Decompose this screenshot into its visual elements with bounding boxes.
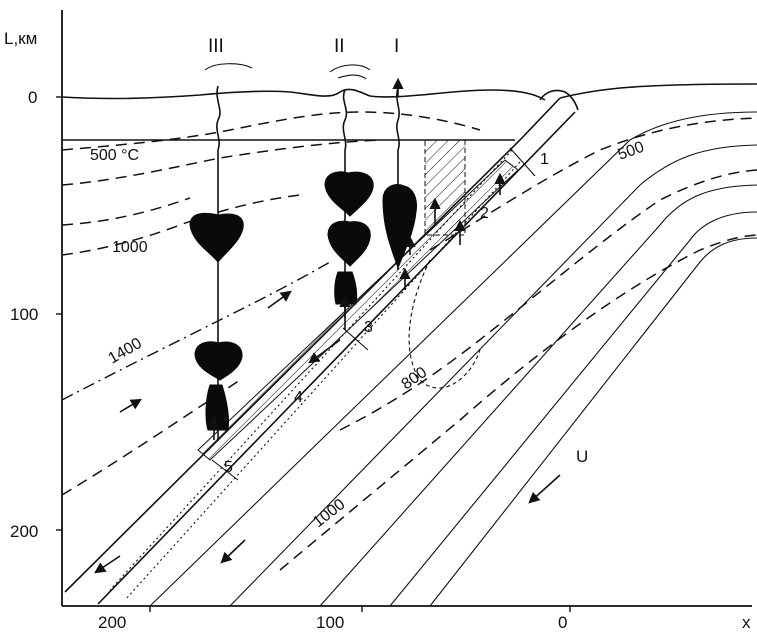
conduit-ii <box>342 89 348 330</box>
thermal-loop <box>408 259 481 389</box>
zone-label-5: 5 <box>224 459 233 476</box>
slab-line-2 <box>97 111 576 605</box>
slab-line-6 <box>389 211 757 607</box>
velocity-label: U <box>576 447 588 466</box>
zone-label-1: 1 <box>540 151 549 168</box>
magma-chamber-ii-upper <box>324 171 374 217</box>
zone-label-3: 3 <box>364 319 373 336</box>
y-tick-label-0: 0 <box>28 88 37 107</box>
cloud-mark-ii <box>329 64 371 80</box>
isotherm-label-1000-right: 1000 <box>310 496 349 531</box>
slab-line-7 <box>429 237 757 607</box>
x-tick-label-200: 200 <box>98 613 126 632</box>
column-label-iii: III <box>208 36 224 57</box>
column-label-ii: II <box>334 36 345 57</box>
isotherm-500c <box>61 111 481 151</box>
slab-top-outer <box>559 83 757 99</box>
slab-flow-arrow-2 <box>94 555 121 574</box>
isotherm-1000b <box>61 197 191 226</box>
isotherm-label-1400: 1400 <box>106 335 145 368</box>
zone-boundary-5 <box>211 459 239 481</box>
isotherm-1000 <box>61 194 301 256</box>
isotherm-1400 <box>61 261 331 401</box>
zone-boundary-1 <box>509 147 536 177</box>
slab-flow-arrow-u <box>528 474 561 504</box>
slab-flow-arrow-1 <box>220 539 246 564</box>
zone-label-2: 2 <box>480 205 489 222</box>
slab-dotted-layer <box>109 149 513 591</box>
zone-boundary-3 <box>342 327 369 351</box>
slab-line-4 <box>229 144 757 607</box>
x-tick-label-100: 100 <box>316 613 344 632</box>
y-axis-label: L,км <box>4 29 37 48</box>
surface-line <box>61 88 546 101</box>
column-label-i: I <box>394 36 399 57</box>
conduit-iii <box>216 85 221 440</box>
isotherm-800 <box>339 169 757 431</box>
x-axis-label: x <box>742 613 751 632</box>
slab-dotted-layer-2 <box>124 161 521 601</box>
cloud-mark-iii <box>204 63 253 71</box>
isotherm-label-1000-left: 1000 <box>112 239 148 256</box>
magma-tail-iii <box>205 384 229 431</box>
hatched-zone <box>424 139 466 236</box>
slab-line-3 <box>149 111 757 607</box>
isotherm-label-800: 800 <box>399 364 431 393</box>
isotherm-label-500c: 500 °C <box>90 147 139 164</box>
x-tick-label-0: 0 <box>558 613 567 632</box>
magma-chamber-ii-lower <box>327 220 371 267</box>
conduit-i <box>396 87 400 270</box>
slab-top-flow-arrow <box>308 339 341 364</box>
isotherm-upper <box>61 139 381 186</box>
mantle-flow-arrow-2 <box>119 398 142 413</box>
accretionary-wedge <box>539 89 579 111</box>
slab-line-5 <box>319 184 757 607</box>
zone-label-4: 4 <box>294 389 303 406</box>
y-tick-label-200: 200 <box>10 522 38 541</box>
magma-chamber-iii-upper <box>189 212 244 263</box>
y-tick-label-100: 100 <box>10 305 38 324</box>
magma-chamber-i <box>382 184 417 270</box>
magma-chamber-iii-lower <box>194 341 243 381</box>
mantle-flow-arrow-1 <box>267 290 292 309</box>
